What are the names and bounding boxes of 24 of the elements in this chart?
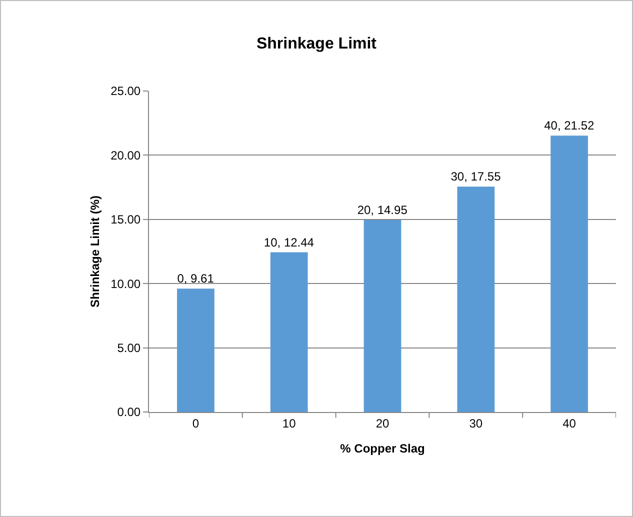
data-label: 40, 21.52	[544, 118, 594, 133]
bar	[457, 186, 495, 412]
y-tick-label: 20.00	[110, 148, 141, 162]
y-tick-label: 0.00	[117, 405, 141, 420]
data-label: 10, 12.44	[264, 235, 314, 250]
x-tick-label: 30	[469, 416, 483, 430]
y-tick-label: 25.00	[110, 84, 141, 98]
bar	[364, 220, 402, 412]
bar	[177, 288, 214, 412]
data-label: 0, 9.61	[177, 272, 214, 286]
y-tick-label: 10.00	[110, 276, 141, 291]
x-tick-label: 10	[282, 416, 296, 430]
bar	[550, 136, 588, 412]
y-tick-label: 15.00	[110, 212, 141, 227]
chart-title: Shrinkage Limit	[256, 35, 378, 52]
x-tick-label: 20	[376, 416, 390, 430]
x-tick-label: 0	[192, 416, 200, 430]
data-label: 30, 17.55	[450, 170, 502, 184]
x-axis-title: % Copper Slag	[340, 441, 425, 456]
data-label: 20, 14.95	[357, 203, 408, 218]
bar	[270, 252, 308, 412]
y-axis-title: Shrinkage Limit (%)	[88, 195, 102, 308]
x-tick-label: 40	[562, 416, 576, 430]
y-tick-label: 5.00	[117, 341, 141, 355]
